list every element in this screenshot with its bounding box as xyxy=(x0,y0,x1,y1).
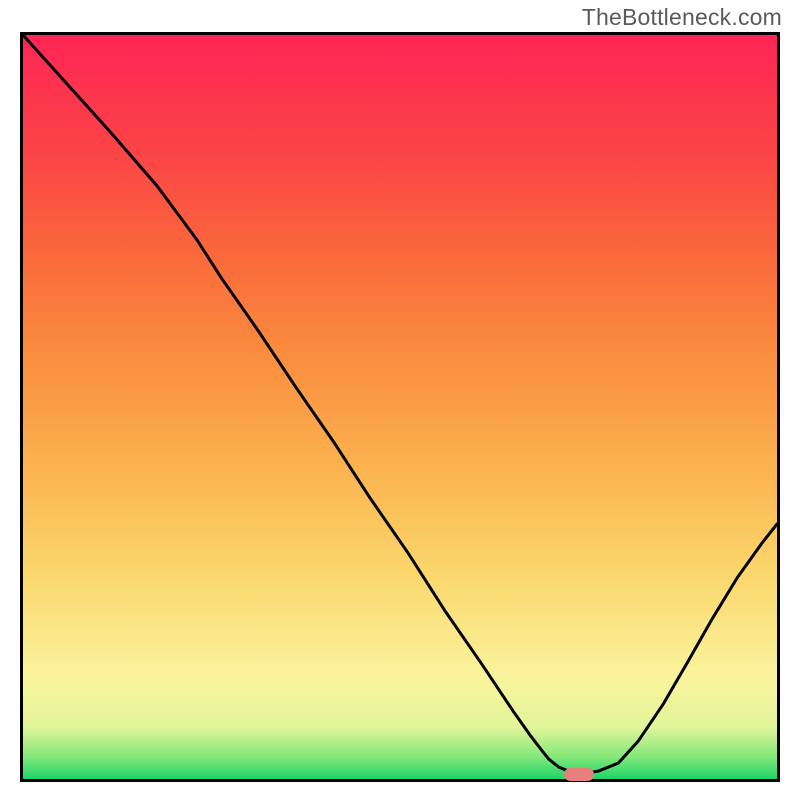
curve-path xyxy=(23,35,777,773)
chart-curve xyxy=(23,35,777,779)
watermark-text: TheBottleneck.com xyxy=(582,4,782,31)
optimal-marker xyxy=(564,768,594,781)
chart-area xyxy=(20,32,780,782)
